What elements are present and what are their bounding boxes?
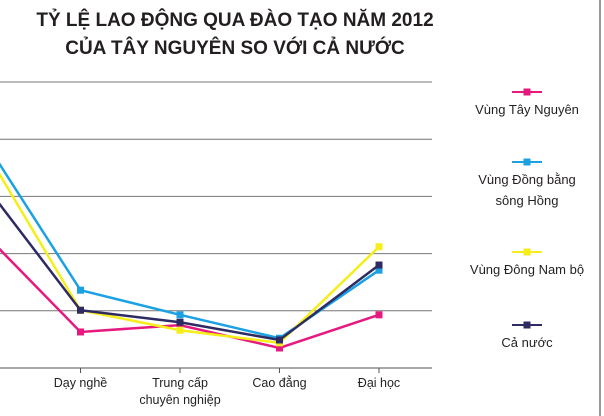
point-marker	[77, 286, 84, 294]
point-marker	[77, 328, 84, 336]
series-line	[0, 172, 380, 345]
legend-label: Vùng Đồng bằng sông Hồng	[478, 172, 576, 208]
legend-label: Vùng Tây Nguyên	[475, 102, 579, 117]
x-tick-label: Đại học	[357, 376, 401, 390]
legend-swatch-marker	[523, 321, 531, 329]
legend-label: Vùng Đông Nam bộ	[469, 262, 585, 277]
x-tick-label: Cao đẳng	[252, 376, 307, 390]
point-marker	[375, 243, 383, 251]
x-tick-label: Dạy nghề	[53, 376, 108, 390]
chart-subtitle: CỦA TÂY NGUYÊN SO VỚI CẢ NƯỚC	[65, 38, 405, 59]
point-marker	[375, 261, 383, 269]
point-marker	[77, 306, 84, 314]
x-tick-label: Trung cấp chuyên nghiệp	[139, 376, 221, 407]
legend-label: Cả nước	[501, 335, 553, 350]
legend-swatch-marker	[523, 248, 531, 256]
point-marker	[176, 326, 184, 334]
point-marker	[375, 311, 383, 319]
chart-title: TỶ LỆ LAO ĐỘNG QUA ĐÀO TẠO NĂM 2012	[36, 10, 434, 31]
x-tick-label: ng	[0, 375, 27, 392]
point-marker	[176, 318, 184, 326]
legend-swatch-marker	[523, 158, 531, 166]
point-marker	[176, 311, 184, 319]
point-marker	[276, 336, 283, 344]
point-marker	[375, 266, 383, 274]
point-marker	[276, 344, 283, 352]
legend-swatch-marker	[523, 88, 531, 96]
